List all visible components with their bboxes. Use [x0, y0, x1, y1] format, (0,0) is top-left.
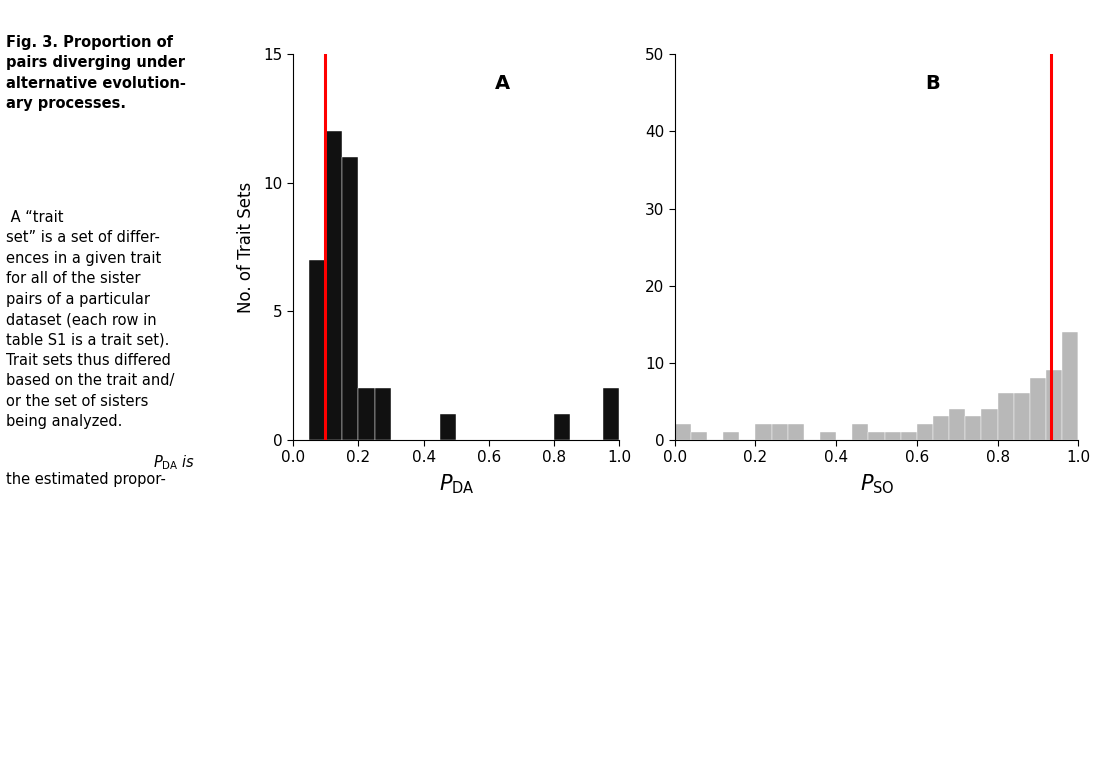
Bar — [1014, 394, 1030, 440]
Bar — [998, 394, 1014, 440]
Bar — [1046, 370, 1062, 440]
Bar — [1062, 331, 1078, 440]
Bar — [310, 260, 325, 440]
Text: A “trait
set” is a set of differ-
ences in a given trait
for all of the sister
p: A “trait set” is a set of differ- ences … — [6, 210, 174, 429]
Bar — [933, 416, 949, 440]
Bar — [787, 424, 804, 440]
Bar — [1078, 262, 1095, 440]
Bar — [885, 432, 900, 440]
Text: the estimated propor-: the estimated propor- — [6, 472, 166, 487]
Bar — [675, 424, 691, 440]
Bar — [375, 388, 392, 440]
Bar — [966, 416, 981, 440]
Bar — [723, 432, 739, 440]
Bar — [554, 414, 571, 440]
Bar — [868, 432, 885, 440]
Bar — [981, 408, 998, 440]
Y-axis label: No. of Trait Sets: No. of Trait Sets — [237, 181, 255, 313]
Bar — [440, 414, 457, 440]
Bar — [772, 424, 787, 440]
Bar — [691, 432, 707, 440]
Bar — [358, 388, 375, 440]
Text: $P_{\rm DA}$ is: $P_{\rm DA}$ is — [153, 454, 195, 472]
Text: $P_{\rm SO}$: $P_{\rm SO}$ — [859, 472, 895, 496]
Bar — [326, 131, 342, 440]
Bar — [900, 432, 917, 440]
Text: A: A — [495, 74, 511, 93]
Text: Fig. 3. Proportion of
pairs diverging under
alternative evolution-
ary processes: Fig. 3. Proportion of pairs diverging un… — [6, 35, 186, 111]
Bar — [949, 408, 966, 440]
Bar — [603, 388, 619, 440]
Bar — [917, 424, 933, 440]
Text: B: B — [925, 74, 940, 93]
Text: $P_{\rm DA}$: $P_{\rm DA}$ — [439, 472, 474, 496]
Bar — [1030, 378, 1046, 440]
Bar — [820, 432, 836, 440]
Bar — [755, 424, 772, 440]
Bar — [853, 424, 868, 440]
Bar — [342, 157, 358, 440]
